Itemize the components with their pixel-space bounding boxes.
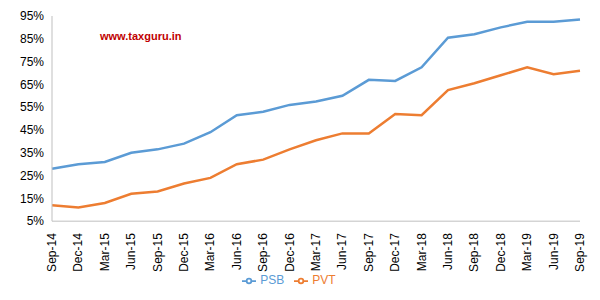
svg-text:Dec-14: Dec-14	[71, 233, 85, 272]
svg-text:Jun-19: Jun-19	[547, 233, 561, 270]
svg-text:Dec-15: Dec-15	[177, 233, 191, 272]
svg-text:65%: 65%	[20, 78, 44, 92]
svg-text:Sep-17: Sep-17	[362, 233, 376, 272]
svg-text:Mar-18: Mar-18	[415, 233, 429, 271]
svg-text:Jun-16: Jun-16	[230, 233, 244, 270]
svg-text:Jun-15: Jun-15	[124, 233, 138, 270]
svg-text:Sep-19: Sep-19	[573, 233, 587, 272]
svg-text:Mar-19: Mar-19	[520, 233, 534, 271]
svg-text:Mar-17: Mar-17	[309, 233, 323, 271]
svg-text:Sep-14: Sep-14	[45, 233, 59, 272]
svg-text:45%: 45%	[20, 123, 44, 137]
svg-text:Dec-16: Dec-16	[283, 233, 297, 272]
svg-text:5%: 5%	[27, 214, 45, 228]
svg-text:25%: 25%	[20, 169, 44, 183]
svg-text:Sep-15: Sep-15	[151, 233, 165, 272]
html-text:PVT: PVT	[312, 273, 336, 288]
svg-text:Sep-16: Sep-16	[256, 233, 270, 272]
svg-text:Sep-18: Sep-18	[467, 233, 481, 272]
svg-text:Mar-16: Mar-16	[203, 233, 217, 271]
svg-text:75%: 75%	[20, 55, 44, 69]
svg-text:95%: 95%	[20, 9, 44, 23]
svg-text:15%: 15%	[20, 192, 44, 206]
svg-text:85%: 85%	[20, 32, 44, 46]
svg-text:Dec-18: Dec-18	[494, 233, 508, 272]
html-text:www.taxguru.in: www.taxguru.in	[100, 30, 182, 42]
svg-text:35%: 35%	[20, 146, 44, 160]
svg-text:Jun-17: Jun-17	[335, 233, 349, 270]
svg-text:Mar-15: Mar-15	[98, 233, 112, 271]
html-text:PSB: PSB	[260, 273, 285, 288]
svg-text:Jun-18: Jun-18	[441, 233, 455, 270]
svg-text:Dec-17: Dec-17	[388, 233, 402, 272]
svg-text:55%: 55%	[20, 100, 44, 114]
